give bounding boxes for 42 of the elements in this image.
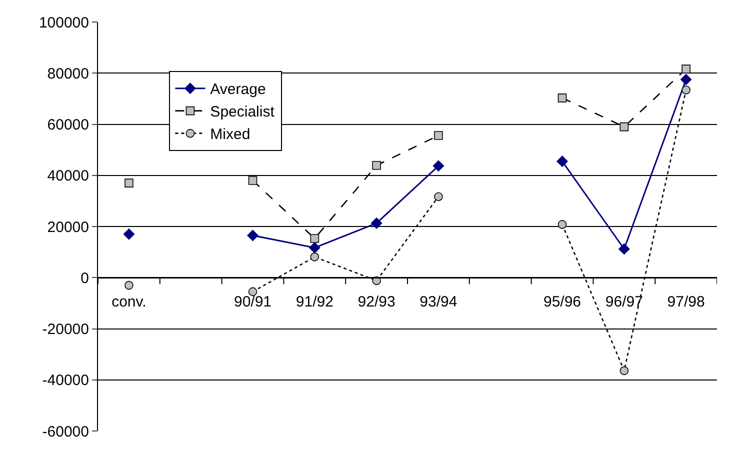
- y-tick-label: 100000: [38, 14, 89, 32]
- x-tick-label: conv.: [112, 294, 146, 311]
- point: [432, 160, 444, 172]
- point: [682, 64, 690, 74]
- point: [248, 176, 258, 185]
- point: [558, 94, 567, 102]
- point: [247, 230, 258, 242]
- point: [372, 161, 381, 170]
- point: [370, 218, 382, 229]
- x-tick-label: 92/93: [358, 294, 396, 311]
- point: [309, 242, 320, 254]
- point: [620, 366, 629, 376]
- y-tick-label: 80000: [47, 65, 89, 82]
- y-tick-label: -40000: [42, 372, 89, 390]
- point: [434, 192, 443, 201]
- y-tick-label: 60000: [47, 116, 89, 134]
- legend-label: Mixed: [210, 126, 250, 144]
- y-tick-label: 0: [80, 270, 89, 287]
- x-tick-label: 96/97: [605, 294, 643, 311]
- y-tick-label: 40000: [47, 168, 89, 185]
- point: [310, 234, 320, 243]
- y-tick-label: 20000: [47, 218, 89, 236]
- point: [556, 156, 568, 167]
- point: [558, 220, 567, 229]
- x-tick-label: 95/96: [543, 294, 582, 311]
- x-tick-label: 91/92: [296, 294, 334, 311]
- point: [310, 252, 320, 262]
- point: [680, 74, 692, 86]
- y-tick-label: -60000: [42, 423, 89, 440]
- point: [124, 178, 134, 188]
- point: [682, 86, 690, 94]
- point: [124, 280, 134, 290]
- point: [620, 122, 629, 132]
- y-tick-label: -20000: [42, 321, 89, 338]
- x-tick-label: 90/91: [234, 294, 272, 311]
- point: [123, 228, 135, 240]
- x-tick-label: 93/94: [420, 294, 458, 311]
- point: [618, 243, 630, 255]
- x-tick-label: 97/98: [667, 294, 705, 311]
- legend-label: Average: [210, 81, 266, 98]
- legend-label: Specialist: [210, 104, 276, 121]
- point: [434, 131, 443, 140]
